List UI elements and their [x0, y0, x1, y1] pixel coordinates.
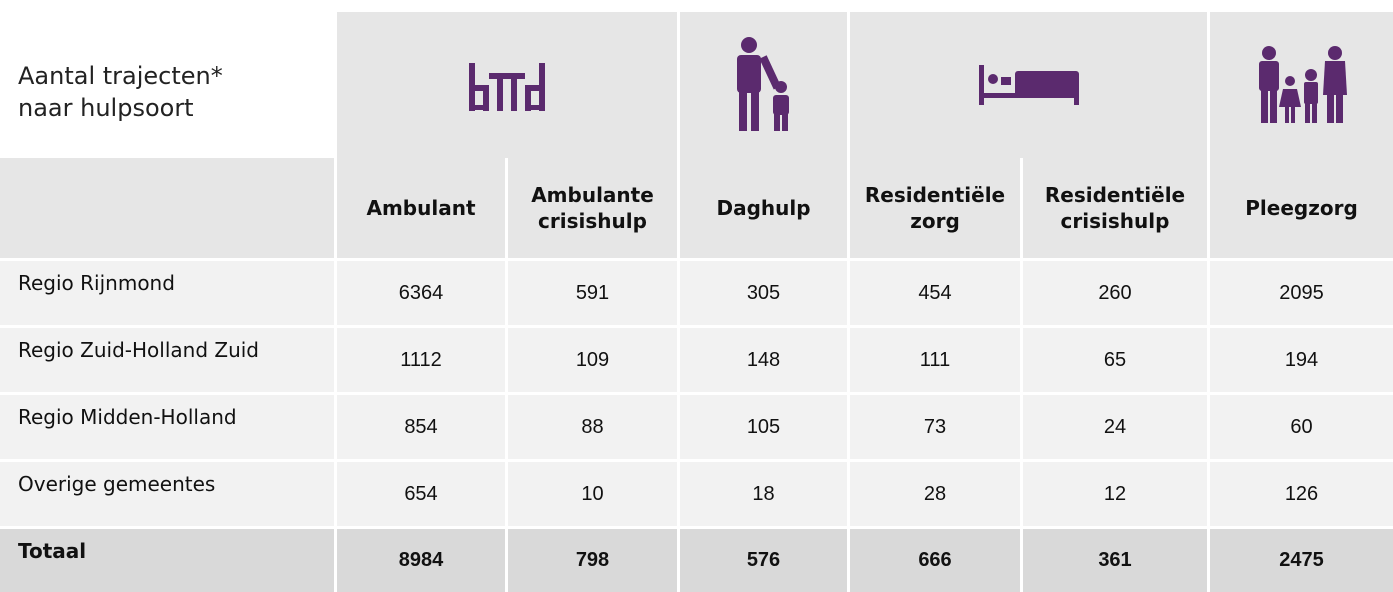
cell-value: 654: [337, 462, 505, 526]
cell-value: 65: [1023, 328, 1207, 392]
cell-value: 73: [850, 395, 1020, 459]
title-line: naar hulpsoort: [18, 94, 194, 122]
cell-value: 105: [680, 395, 847, 459]
cell-value: 454: [850, 261, 1020, 325]
header-cell: [0, 158, 334, 258]
cell-value: 28: [850, 462, 1020, 526]
family-icon: [1258, 46, 1347, 123]
total-value: 798: [508, 529, 677, 592]
title-line: Aantal trajecten*: [18, 62, 223, 90]
total-value: 576: [680, 529, 847, 592]
row-label: Regio Midden-Holland: [0, 395, 334, 459]
total-value: 666: [850, 529, 1020, 592]
cell-value: 109: [508, 328, 677, 392]
column-header: Residentiële crisishulp: [1023, 158, 1207, 258]
row-label: Regio Rijnmond: [0, 261, 334, 325]
icon-ambulant: [337, 12, 677, 158]
icon-daghulp: [680, 12, 847, 158]
table-chairs-icon: [469, 63, 545, 111]
total-label: Totaal: [0, 529, 334, 592]
cell-value: 260: [1023, 261, 1207, 325]
cell-value: 126: [1210, 462, 1393, 526]
column-header: Pleegzorg: [1210, 158, 1393, 258]
total-value: 361: [1023, 529, 1207, 592]
cell-value: 148: [680, 328, 847, 392]
total-value: 2475: [1210, 529, 1393, 592]
cell-value: 60: [1210, 395, 1393, 459]
cell-value: 2095: [1210, 261, 1393, 325]
cell-value: 88: [508, 395, 677, 459]
total-value: 8984: [337, 529, 505, 592]
cell-value: 305: [680, 261, 847, 325]
bed-icon: [978, 65, 1079, 105]
column-header: Residentiële zorg: [850, 158, 1020, 258]
column-header: Daghulp: [680, 158, 847, 258]
cell-value: 1112: [337, 328, 505, 392]
cell-value: 591: [508, 261, 677, 325]
cell-value: 24: [1023, 395, 1207, 459]
cell-value: 111: [850, 328, 1020, 392]
icon-pleegzorg: [1210, 12, 1393, 158]
cell-value: 854: [337, 395, 505, 459]
column-header: Ambulante crisishulp: [508, 158, 677, 258]
row-label: Regio Zuid-Holland Zuid: [0, 328, 334, 392]
cell-value: 6364: [337, 261, 505, 325]
cell-value: 12: [1023, 462, 1207, 526]
row-label: Overige gemeentes: [0, 462, 334, 526]
parent-child-icon: [736, 37, 789, 131]
icon-residentieel: [850, 12, 1207, 158]
cell-value: 194: [1210, 328, 1393, 392]
cell-value: 10: [508, 462, 677, 526]
column-header: Ambulant: [337, 158, 505, 258]
table-title: Aantal trajecten* naar hulpsoort: [18, 60, 223, 124]
cell-value: 18: [680, 462, 847, 526]
